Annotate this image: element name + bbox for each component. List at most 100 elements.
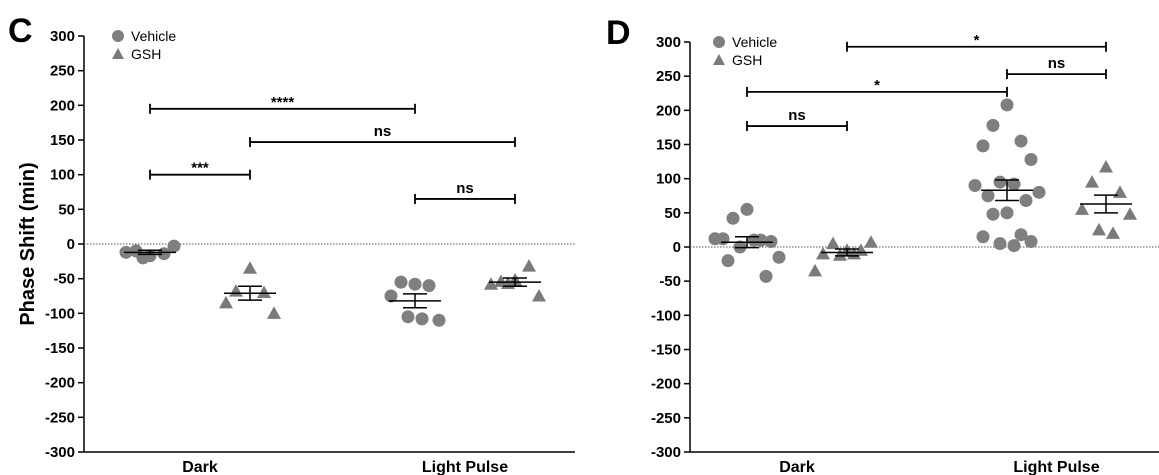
data-point-circle: [708, 232, 722, 246]
data-group-gsh: [219, 261, 281, 319]
data-point-circle: [726, 211, 740, 225]
x-category-label: Light Pulse: [422, 459, 508, 475]
data-point-triangle: [1123, 207, 1137, 220]
y-tick-label: 200: [50, 97, 75, 114]
data-point-triangle: [1106, 226, 1120, 239]
data-point-circle: [986, 118, 1000, 132]
data-group-gsh: [484, 259, 546, 302]
data-group-gsh: [1075, 160, 1137, 239]
y-tick-label: 50: [58, 201, 75, 218]
y-tick-label: -200: [45, 375, 75, 392]
legend-marker-triangle: [713, 54, 725, 65]
significance-label: ns: [456, 180, 474, 197]
data-point-circle: [1019, 194, 1033, 208]
data-point-circle: [1000, 206, 1014, 220]
panel-letter: D: [606, 14, 631, 52]
data-point-circle: [968, 179, 982, 192]
y-tick-label: 0: [673, 239, 681, 256]
data-point-circle: [772, 250, 786, 264]
data-point-triangle: [522, 259, 536, 272]
data-point-circle: [1007, 177, 1021, 191]
y-tick-label: 150: [656, 137, 681, 154]
y-tick-label: -250: [45, 409, 75, 426]
y-tick-label: 250: [656, 68, 681, 85]
data-point-triangle: [826, 236, 840, 250]
data-point-circle: [721, 254, 735, 268]
data-point-triangle: [833, 248, 847, 261]
data-point-circle: [993, 237, 1007, 251]
data-point-circle: [384, 289, 398, 303]
data-point-circle: [976, 230, 990, 244]
y-tick-label: -100: [651, 307, 681, 324]
data-point-circle: [993, 175, 1007, 189]
data-point-circle: [976, 139, 990, 153]
data-point-triangle: [219, 295, 233, 309]
x-category-label: Dark: [779, 459, 815, 475]
data-point-triangle: [484, 277, 498, 290]
y-axis-title: Phase Shift (min): [17, 162, 39, 325]
legend-marker-circle: [713, 36, 725, 48]
significance-label: *: [874, 77, 880, 94]
x-category-label: Dark: [182, 459, 218, 475]
data-point-triangle: [808, 263, 822, 277]
data-point-circle: [167, 239, 181, 253]
significance-label: *: [974, 32, 980, 49]
significance-label: ns: [788, 107, 806, 124]
significance-label: ns: [374, 123, 392, 140]
legend-label: GSH: [131, 46, 161, 62]
data-point-circle: [432, 313, 446, 327]
data-point-circle: [394, 275, 408, 289]
y-tick-label: -50: [659, 273, 681, 290]
data-point-triangle: [1099, 160, 1113, 173]
data-group-vehicle: [708, 202, 786, 283]
data-point-triangle: [1085, 175, 1099, 188]
y-tick-label: -100: [45, 305, 75, 322]
y-tick-label: -250: [651, 410, 681, 427]
data-point-circle: [1000, 98, 1014, 112]
data-point-circle: [759, 269, 773, 283]
panel-letter: C: [8, 12, 33, 50]
y-tick-label: 100: [656, 171, 681, 188]
y-tick-label: 50: [664, 205, 681, 222]
data-point-circle: [1014, 228, 1028, 242]
y-tick-label: -200: [651, 376, 681, 393]
y-tick-label: -300: [45, 444, 75, 461]
data-point-circle: [747, 233, 761, 247]
data-point-circle: [986, 207, 1000, 221]
legend-label: GSH: [732, 52, 762, 68]
data-point-circle: [401, 310, 415, 324]
data-point-triangle: [1113, 185, 1127, 198]
data-point-circle: [408, 277, 422, 291]
data-point-triangle: [532, 289, 546, 302]
data-point-triangle: [243, 261, 257, 274]
y-tick-label: 300: [50, 28, 75, 45]
data-group-vehicle: [968, 98, 1046, 253]
data-point-triangle: [1075, 202, 1089, 215]
y-tick-label: -150: [45, 340, 75, 357]
y-tick-label: -50: [53, 271, 75, 288]
data-group-vehicle: [384, 275, 446, 327]
significance-label: ns: [1048, 55, 1066, 72]
y-tick-label: 200: [656, 102, 681, 119]
legend-marker-circle: [112, 30, 124, 42]
data-point-circle: [981, 189, 995, 203]
y-tick-label: 250: [50, 63, 75, 80]
data-point-triangle: [257, 285, 271, 299]
significance-label: ***: [191, 160, 209, 177]
y-tick-label: 300: [656, 34, 681, 51]
data-point-circle: [1032, 185, 1046, 199]
y-tick-label: 150: [50, 132, 75, 149]
data-point-circle: [1024, 153, 1038, 167]
data-point-triangle: [267, 306, 281, 319]
data-point-triangle: [864, 235, 878, 248]
data-group-gsh: [808, 235, 878, 277]
data-point-circle: [1007, 239, 1021, 253]
data-point-circle: [1014, 134, 1028, 148]
y-tick-label: 0: [67, 236, 75, 253]
significance-label: ****: [271, 94, 295, 111]
data-point-triangle: [1092, 222, 1106, 236]
x-category-label: Light Pulse: [1013, 459, 1099, 475]
data-point-circle: [740, 202, 754, 216]
panel-d: D 300 250 200 150 100 50 0 -50 -100 -150 -200 -250 -3…: [606, 14, 1159, 475]
